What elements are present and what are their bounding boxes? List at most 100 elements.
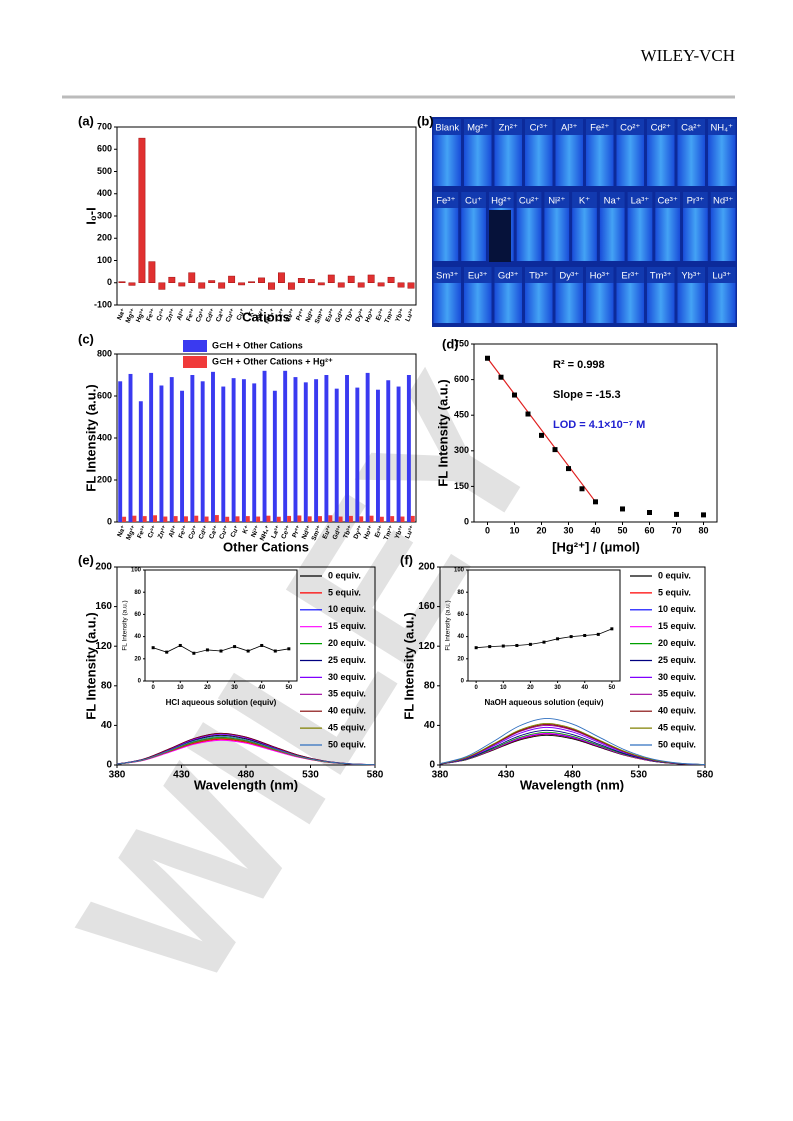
bar [367, 274, 375, 283]
x-tick-label: Lu³⁺ [404, 307, 416, 323]
x-tick-label: 50 [286, 685, 293, 691]
panel-label: (d) [442, 336, 459, 351]
x-tick-label: 530 [302, 770, 319, 781]
vial [461, 208, 486, 261]
vial [708, 135, 736, 186]
inset-point [474, 646, 478, 650]
x-tick-label: Er³⁺ [374, 524, 386, 539]
vial-label: Cr³⁺ [530, 123, 548, 134]
vial [683, 208, 708, 261]
bar [169, 377, 174, 522]
bar [386, 380, 391, 522]
vial-cap [683, 192, 708, 208]
x-tick-label: Mg²⁺ [125, 524, 138, 541]
x-tick-label: 80 [698, 526, 708, 536]
bar [159, 385, 164, 522]
vial-cap [525, 119, 553, 135]
y-tick-label: 0 [464, 516, 469, 526]
panel-label: (e) [78, 552, 94, 567]
bar [268, 282, 275, 290]
bar [132, 515, 137, 522]
fit-line [487, 357, 596, 503]
x-tick-label: 40 [590, 526, 600, 536]
legend-swatch [183, 356, 207, 368]
y-tick-label: 300 [97, 210, 112, 220]
legend-label: 50 equiv. [328, 739, 366, 749]
x-tick-label: 20 [536, 526, 546, 536]
vial [655, 208, 681, 261]
vial [525, 283, 553, 323]
y-tick-label: 20 [457, 656, 464, 662]
x-tick-label: Pr³⁺ [295, 307, 307, 322]
vial-label: Ca²⁺ [681, 123, 701, 134]
y-tick-label: 600 [97, 144, 112, 154]
vial-cap [433, 192, 459, 208]
inset-point [151, 646, 155, 650]
bar [218, 282, 226, 289]
vial-label: Tb³⁺ [529, 271, 548, 282]
legend-label: 0 equiv. [328, 570, 361, 580]
x-tick-label: 60 [644, 526, 654, 536]
bar [256, 516, 261, 522]
legend-label: 25 equiv. [658, 655, 696, 665]
inset-point [542, 640, 546, 644]
bar [158, 282, 166, 290]
vial-label: Sm³⁺ [436, 271, 458, 282]
bar [272, 390, 277, 522]
bar [314, 379, 319, 522]
y-axis-label: FL Intensity (a.u.) [83, 612, 98, 719]
panel-label: (a) [78, 113, 94, 128]
bar [303, 382, 308, 522]
vial-cap [708, 267, 736, 283]
bar [163, 516, 168, 522]
bar [138, 401, 143, 522]
point [593, 499, 598, 505]
inset-point [610, 627, 614, 631]
y-tick-label: 0 [106, 760, 112, 771]
inset-point [488, 645, 492, 649]
bar [390, 516, 395, 522]
bar [198, 282, 206, 289]
panel-label: (b) [417, 113, 434, 128]
inset-point [233, 645, 237, 649]
bar [128, 282, 136, 286]
vial [555, 135, 583, 186]
legend-label: 50 equiv. [658, 739, 696, 749]
legend-label: 5 equiv. [328, 587, 361, 597]
y-tick-label: 400 [97, 432, 112, 442]
vial-label: Dy³⁺ [559, 271, 579, 282]
y-tick-label: -100 [94, 299, 112, 309]
y-tick-label: 100 [454, 568, 465, 574]
vial [710, 208, 736, 261]
y-tick-label: 80 [457, 590, 464, 596]
legend-label: 25 equiv. [328, 655, 366, 665]
x-tick-label: 10 [500, 685, 507, 691]
legend-label: 0 equiv. [658, 570, 691, 580]
vial-label: Cu²⁺ [519, 196, 539, 207]
inset-x-label: HCl aqueous solution (equiv) [166, 698, 277, 707]
bar [410, 515, 415, 522]
y-axis-label: FL Intensity (a.u.) [435, 379, 450, 486]
bar [149, 372, 154, 522]
legend-label: 20 equiv. [328, 638, 366, 648]
vial-cap [494, 119, 522, 135]
legend-swatch [183, 340, 207, 352]
inset-point [246, 649, 250, 653]
y-tick-label: 800 [97, 348, 112, 358]
bar [238, 282, 246, 286]
y-tick-label: 40 [101, 720, 113, 731]
bar [266, 515, 271, 522]
x-tick-label: 0 [485, 526, 490, 536]
x-tick-label: Al³⁺ [168, 524, 180, 538]
x-tick-label: Al³⁺ [176, 307, 188, 321]
x-tick-label: 430 [498, 770, 515, 781]
vial [616, 135, 644, 186]
x-tick-label: Pr³⁺ [291, 524, 303, 539]
inset-point [219, 649, 223, 653]
dark-vial [489, 210, 511, 262]
bar [293, 377, 298, 522]
bar [173, 516, 178, 522]
x-tick-label: 20 [204, 685, 211, 691]
point [485, 355, 490, 361]
vial-label: Cu⁺ [465, 196, 482, 207]
